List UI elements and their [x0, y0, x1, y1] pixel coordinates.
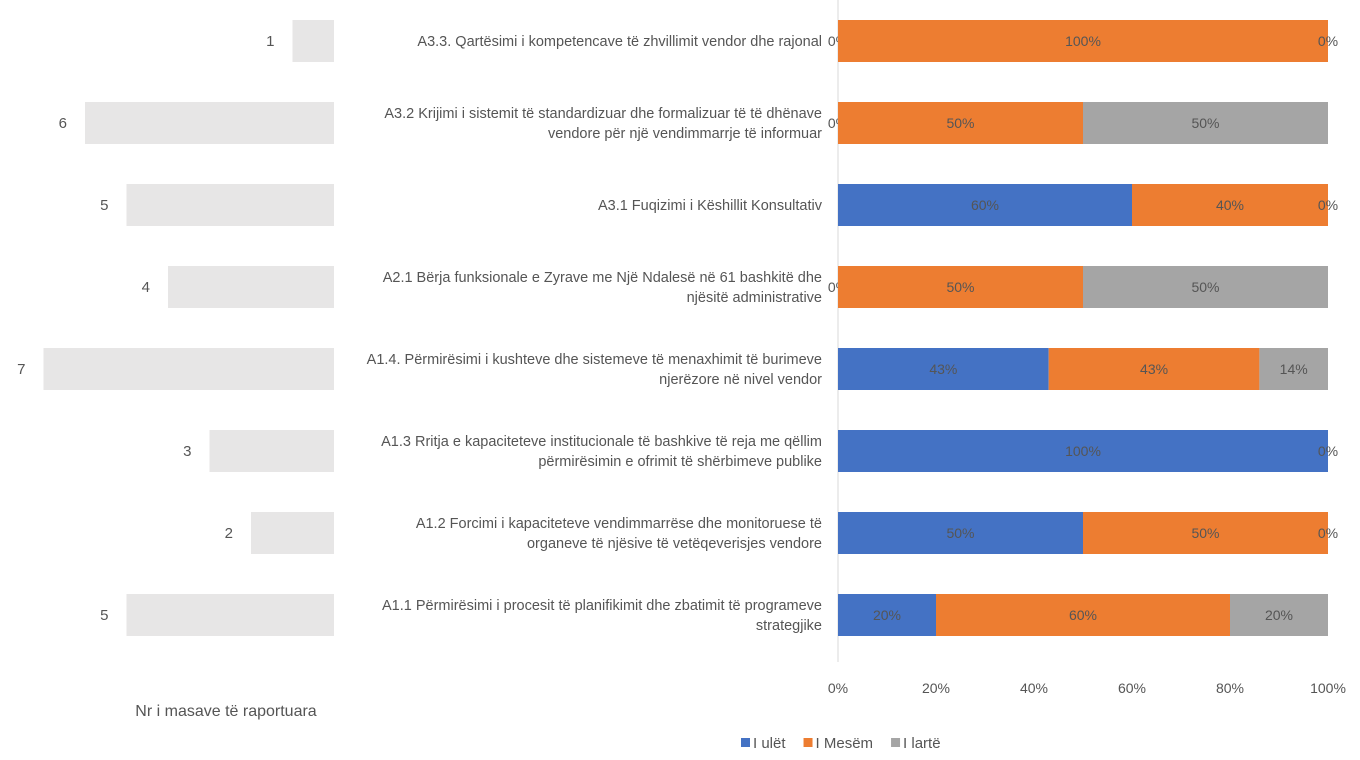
bar-segment: [936, 594, 1230, 636]
x-tick-label: 100%: [1310, 680, 1346, 696]
x-tick-label: 80%: [1216, 680, 1244, 696]
category-label: A1.1 Përmirësimi i procesit të planifiki…: [382, 598, 822, 634]
count-bar: [251, 512, 334, 554]
data-label: 40%: [1216, 197, 1244, 213]
count-value-label: 4: [142, 279, 150, 296]
count-value-label: 7: [17, 361, 25, 378]
count-value-label: 1: [266, 33, 274, 50]
data-label: 20%: [1265, 607, 1293, 623]
legend-label: I ulët: [753, 735, 786, 752]
data-label: 0%: [1318, 443, 1338, 459]
legend: I ulët I Mesëm I lartë: [741, 735, 941, 752]
data-label: 50%: [946, 115, 974, 131]
category-label: A1.4. Përmirësimi i kushteve dhe sisteme…: [367, 352, 822, 388]
count-bar-chart: 1 6 5 4 7 3 2 5: [17, 20, 334, 636]
bar-segment: [838, 430, 1328, 472]
count-value-label: 6: [59, 115, 67, 132]
data-label: 50%: [1191, 115, 1219, 131]
data-label: 0%: [1318, 33, 1338, 49]
data-label: 50%: [946, 279, 974, 295]
bar-segment: [838, 184, 1132, 226]
count-bar: [126, 594, 334, 636]
category-label: A1.2 Forcimi i kapaciteteve vendimmarrës…: [416, 516, 822, 552]
bar-segment: [1083, 512, 1328, 554]
bar-segment: [1259, 348, 1328, 390]
count-value-label: 5: [100, 197, 108, 214]
data-label: 14%: [1280, 361, 1308, 377]
count-bar: [126, 184, 334, 226]
count-bar: [43, 348, 334, 390]
legend-label: I lartë: [903, 735, 941, 752]
data-label: 50%: [946, 525, 974, 541]
data-label: 20%: [873, 607, 901, 623]
bar-segment: [1132, 184, 1328, 226]
data-label: 43%: [929, 361, 957, 377]
legend-swatch: [891, 738, 901, 747]
count-bar: [209, 430, 334, 472]
category-labels: A3.3. Qartësimi i kompetencave të zhvill…: [367, 34, 823, 634]
bar-segment: [1083, 102, 1328, 144]
category-label: A2.1 Bërja funksionale e Zyrave me Një N…: [383, 270, 822, 306]
count-chart-xlabel: Nr i masave të raportuara: [135, 703, 317, 720]
category-label: A3.3. Qartësimi i kompetencave të zhvill…: [417, 34, 822, 50]
data-label: 0%: [1318, 197, 1338, 213]
bar-segment: [838, 594, 936, 636]
count-value-label: 3: [183, 443, 191, 460]
count-bar: [292, 20, 334, 62]
category-label: A3.2 Krijimi i sistemit të standardizuar…: [384, 106, 822, 142]
data-label: 43%: [1140, 361, 1168, 377]
bar-segment: [1083, 266, 1328, 308]
bar-segment: [838, 20, 1328, 62]
category-label: A1.3 Rritja e kapaciteteve institucional…: [381, 434, 822, 470]
count-value-label: 2: [225, 525, 233, 542]
data-label: 50%: [1191, 525, 1219, 541]
data-label: 100%: [1065, 443, 1101, 459]
legend-swatch: [741, 738, 750, 747]
data-label: 0%: [1318, 525, 1338, 541]
bar-segment: [1048, 348, 1260, 390]
bar-segment: [1230, 594, 1328, 636]
legend-label: I Mesëm: [816, 735, 874, 752]
data-label: 60%: [971, 197, 999, 213]
count-bar: [168, 266, 334, 308]
data-label: 50%: [1191, 279, 1219, 295]
bar-segment: [838, 102, 1083, 144]
stacked-bar-chart: 0% 100% 0% 0% 50% 50% 60% 40% 0% 0% 50% 50% 43% 43% 14…: [828, 0, 1346, 696]
count-bar: [85, 102, 334, 144]
x-tick-label: 40%: [1020, 680, 1048, 696]
data-label: 60%: [1069, 607, 1097, 623]
count-value-label: 5: [100, 607, 108, 624]
bar-segment: [838, 266, 1083, 308]
x-tick-label: 20%: [922, 680, 950, 696]
category-label: A3.1 Fuqizimi i Këshillit Konsultativ: [598, 198, 823, 214]
legend-swatch: [803, 738, 813, 747]
x-tick-label: 0%: [828, 680, 848, 696]
bar-segment: [838, 348, 1049, 390]
data-label: 100%: [1065, 33, 1101, 49]
x-tick-label: 60%: [1118, 680, 1146, 696]
bar-segment: [838, 512, 1083, 554]
